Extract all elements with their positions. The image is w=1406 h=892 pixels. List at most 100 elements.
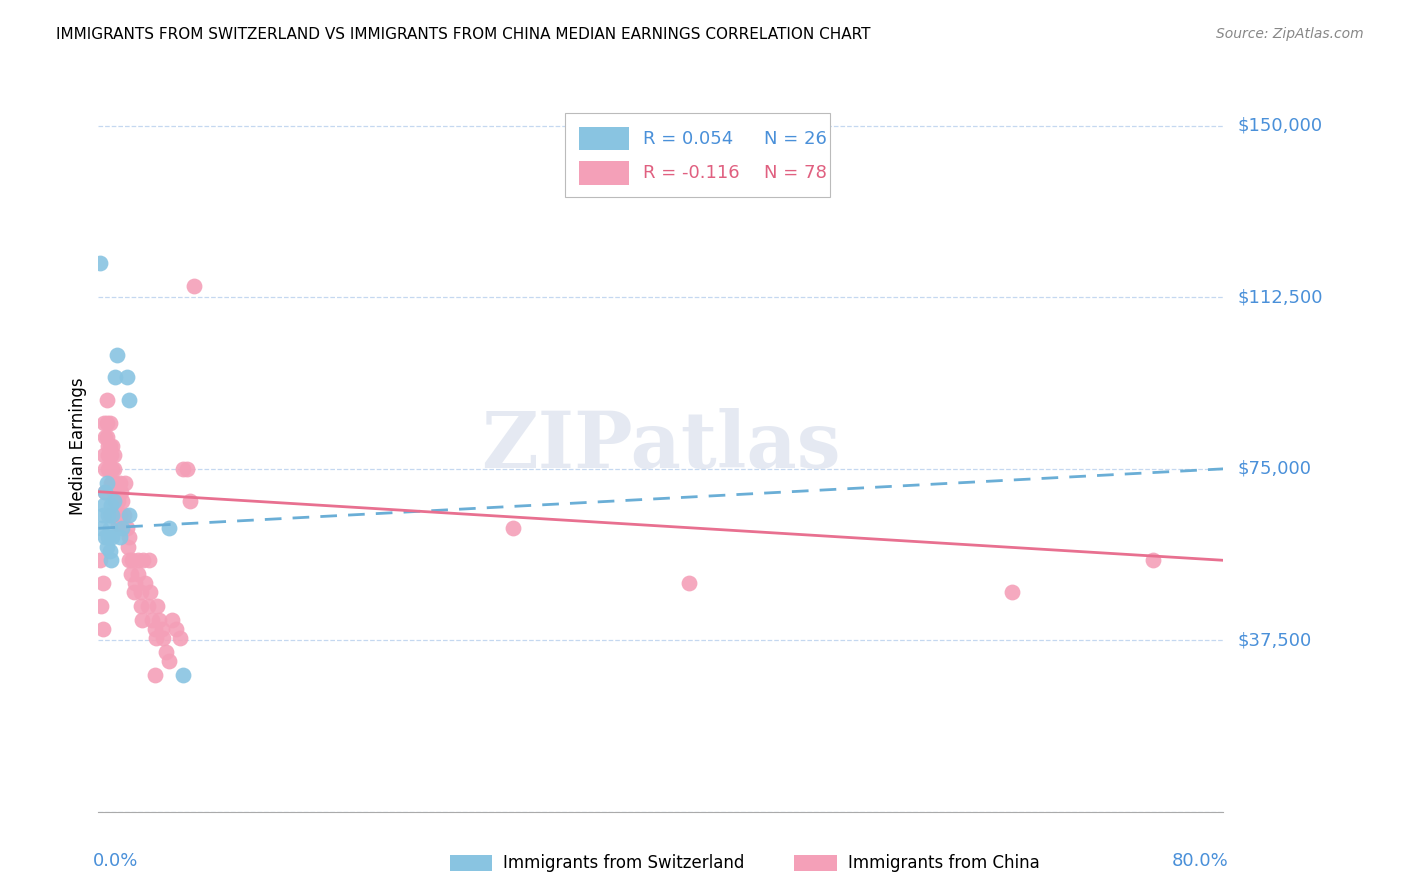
Point (115, 370, 138, 384)
Point (118, 530, 141, 544)
Point (101, 462, 124, 476)
Point (172, 462, 194, 476)
Point (150, 622, 173, 636)
Point (117, 540, 139, 554)
Point (100, 553, 122, 567)
Point (108, 475, 131, 490)
Text: Immigrants from China: Immigrants from China (848, 855, 1039, 872)
Point (101, 508, 124, 522)
Point (129, 599, 152, 613)
Point (132, 553, 155, 567)
Text: $75,000: $75,000 (1237, 460, 1312, 478)
Point (136, 599, 159, 613)
Point (103, 448, 125, 462)
Point (100, 499, 122, 513)
Point (143, 622, 166, 636)
Point (105, 484, 128, 499)
Bar (579, 161, 630, 185)
Point (97, 448, 120, 462)
Text: N = 78: N = 78 (765, 164, 827, 182)
Point (118, 553, 141, 567)
Text: 80.0%: 80.0% (1173, 852, 1229, 870)
Point (104, 475, 127, 490)
Point (118, 508, 141, 522)
Point (111, 493, 134, 508)
Point (90, 521, 112, 535)
Point (89, 256, 111, 270)
Point (127, 567, 149, 582)
Bar (565, 113, 830, 197)
Point (104, 493, 127, 508)
Y-axis label: Median Earnings: Median Earnings (69, 377, 87, 515)
Point (96, 393, 118, 408)
Point (94, 484, 117, 499)
Point (121, 553, 143, 567)
Point (145, 631, 167, 645)
Point (94, 484, 117, 499)
Point (129, 585, 152, 599)
Point (183, 279, 205, 293)
Point (94, 462, 117, 476)
Point (112, 508, 135, 522)
Point (141, 613, 163, 627)
Point (101, 475, 124, 490)
Point (127, 553, 149, 567)
Point (148, 613, 170, 627)
Point (93, 416, 115, 430)
Point (91, 622, 114, 636)
Point (1001, 585, 1024, 599)
Point (90, 599, 112, 613)
Point (108, 508, 131, 522)
Point (107, 493, 129, 508)
Point (111, 521, 134, 535)
Bar (579, 127, 630, 151)
Point (152, 631, 174, 645)
Point (155, 645, 177, 659)
Text: $112,500: $112,500 (1237, 288, 1323, 307)
Point (157, 521, 180, 535)
Point (96, 475, 118, 490)
Point (91, 576, 114, 591)
Point (101, 439, 124, 453)
Point (110, 484, 132, 499)
Point (97, 508, 120, 522)
Point (107, 516, 129, 531)
Point (172, 667, 194, 681)
Point (98, 508, 121, 522)
Point (160, 613, 183, 627)
Point (96, 540, 118, 554)
Point (502, 521, 524, 535)
Text: Immigrants from Switzerland: Immigrants from Switzerland (503, 855, 745, 872)
Point (139, 585, 162, 599)
Point (146, 599, 169, 613)
Point (103, 493, 125, 508)
Point (114, 475, 136, 490)
Point (94, 430, 117, 444)
Point (108, 530, 131, 544)
Point (101, 530, 124, 544)
Point (104, 508, 127, 522)
Point (97, 530, 120, 544)
Point (120, 567, 142, 582)
Text: R = -0.116: R = -0.116 (643, 164, 740, 182)
Text: N = 26: N = 26 (765, 130, 827, 148)
Text: $37,500: $37,500 (1237, 632, 1312, 649)
Point (93, 448, 115, 462)
Point (165, 622, 187, 636)
Point (98, 544, 121, 558)
Point (134, 576, 156, 591)
Point (103, 484, 125, 499)
Point (96, 430, 118, 444)
Point (104, 370, 127, 384)
Point (176, 462, 198, 476)
Point (98, 416, 121, 430)
Point (179, 493, 201, 508)
Point (100, 448, 122, 462)
Point (100, 475, 122, 490)
Text: $150,000: $150,000 (1237, 117, 1322, 135)
Point (124, 576, 146, 591)
Point (105, 347, 128, 362)
Point (91, 508, 114, 522)
Point (89, 553, 111, 567)
Point (105, 508, 128, 522)
